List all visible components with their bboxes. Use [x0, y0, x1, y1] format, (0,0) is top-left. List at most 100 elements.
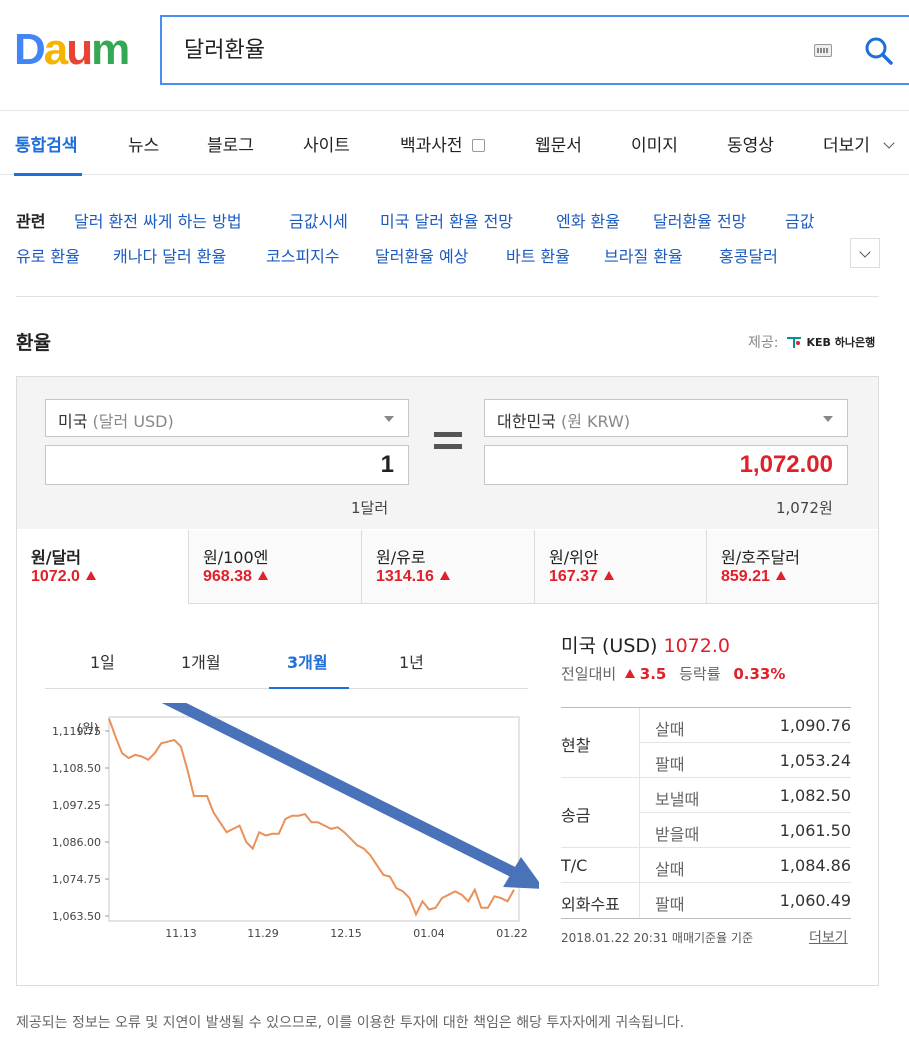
- row-type: 살때: [655, 860, 685, 879]
- active-tab-indicator: [14, 173, 82, 176]
- table-divider: [639, 708, 640, 918]
- period-tab-3m[interactable]: 3개월: [287, 653, 328, 672]
- from-amount-input[interactable]: 1: [45, 445, 409, 485]
- related-link[interactable]: 엔화 환율: [556, 212, 620, 231]
- tab-integrated[interactable]: 통합검색: [15, 136, 78, 156]
- row-type: 보낼때: [655, 790, 700, 809]
- currency-tab-jpy[interactable]: 원/100엔 968.38: [188, 530, 361, 604]
- tab-more-label: 더보기: [823, 136, 870, 156]
- from-currency-select[interactable]: 미국 (달러 USD): [45, 399, 409, 437]
- row-type: 받을때: [655, 825, 700, 844]
- row-value: 1,060.49: [779, 891, 851, 910]
- converter: 미국 (달러 USD) 대한민국 (원 KRW) 1 1,072.00 1달러 …: [17, 377, 878, 529]
- currency-tab-value: 1072.0: [31, 568, 80, 585]
- currency-tab-usd[interactable]: 원/달러 1072.0: [17, 530, 188, 604]
- tab-encyclopedia-label: 백과사전: [400, 136, 463, 156]
- ratio-value: 0.33%: [733, 665, 786, 683]
- y-tick-label: 1,086.00: [52, 836, 101, 849]
- search-input[interactable]: [184, 35, 744, 60]
- row-category: T/C: [561, 856, 588, 875]
- search-tabs: 통합검색 뉴스 블로그 사이트 백과사전 웹문서 이미지 동영상 더보기: [0, 110, 909, 176]
- table-row: T/C 살때 1,084.86: [561, 848, 851, 883]
- currency-tab-name: 원/호주달러: [721, 548, 800, 567]
- up-arrow-icon: [775, 571, 786, 580]
- currency-tab-name: 원/위안: [549, 548, 599, 567]
- ratio-label: 등락률: [679, 665, 721, 683]
- currency-tab-value: 1314.16: [376, 568, 434, 585]
- y-tick-label: 1,074.75: [52, 873, 101, 886]
- table-row: 받을때 1,061.50: [561, 813, 851, 848]
- row-divider: [639, 812, 851, 813]
- row-value: 1,082.50: [779, 786, 851, 805]
- tab-videos[interactable]: 동영상: [727, 136, 774, 156]
- tab-web-docs[interactable]: 웹문서: [535, 136, 582, 156]
- to-country: 대한민국: [497, 412, 556, 431]
- table-row: 현찰 살때 1,090.76: [561, 708, 851, 755]
- tab-site[interactable]: 사이트: [303, 136, 350, 156]
- related-link[interactable]: 브라질 환율: [604, 247, 683, 266]
- from-amount-label: 1달러: [351, 499, 389, 517]
- annotation-arrow-shaft: [161, 703, 518, 878]
- period-tab-1y[interactable]: 1년: [399, 653, 424, 672]
- related-link[interactable]: 유로 환율: [16, 247, 80, 266]
- row-category: 송금: [561, 806, 591, 825]
- search-icon[interactable]: [862, 34, 896, 68]
- tab-news[interactable]: 뉴스: [128, 136, 160, 156]
- related-expand-button[interactable]: [850, 238, 880, 268]
- currency-tab-name: 원/달러: [31, 548, 82, 567]
- keyboard-icon[interactable]: [814, 44, 832, 57]
- currency-tab-eur[interactable]: 원/유로 1314.16: [361, 530, 534, 604]
- currency-tab-aud[interactable]: 원/호주달러 859.21: [706, 530, 878, 604]
- period-tab-1d[interactable]: 1일: [90, 653, 115, 672]
- more-link[interactable]: 더보기: [809, 930, 848, 946]
- row-divider: [639, 742, 851, 743]
- related-link[interactable]: 미국 달러 환율 전망: [380, 212, 514, 231]
- provider-name: KEB 하나은행: [806, 336, 876, 349]
- currency-tab-name: 원/100엔: [203, 548, 269, 567]
- row-category: 외화수표: [561, 895, 620, 914]
- related-link[interactable]: 홍콩달러: [719, 247, 778, 266]
- country-rate: 미국 (USD) 1072.0: [561, 631, 730, 658]
- related-link[interactable]: 금값시세: [289, 212, 348, 231]
- to-amount-input[interactable]: 1,072.00: [484, 445, 848, 485]
- row-type: 팔때: [655, 895, 685, 914]
- related-link[interactable]: 달러환율 예상: [375, 247, 469, 266]
- x-tick-label: 11.29: [247, 927, 279, 940]
- tab-images[interactable]: 이미지: [631, 136, 678, 156]
- up-arrow-icon: [439, 571, 450, 580]
- table-row: 외화수표 팔때 1,060.49: [561, 883, 851, 918]
- related-link[interactable]: 금값: [785, 212, 815, 231]
- tab-more[interactable]: 더보기: [823, 131, 895, 156]
- rate-table: 현찰 살때 1,090.76 팔때 1,053.24 송금 보낼때 1,082.…: [561, 707, 851, 919]
- logo-letter-u: u: [66, 25, 93, 74]
- disclaimer: 제공되는 정보는 오류 및 지연이 발생될 수 있으므로, 이를 이용한 투자에…: [16, 1015, 685, 1031]
- related-link[interactable]: 달러 환전 싸게 하는 방법: [74, 212, 242, 231]
- related-link[interactable]: 코스피지수: [266, 247, 340, 266]
- currency-tabs: 원/달러 1072.0 원/100엔 968.38 원/유로 1314.16 원…: [17, 530, 878, 604]
- x-tick-label: 01.04: [413, 927, 445, 940]
- related-link[interactable]: 달러환율 전망: [653, 212, 747, 231]
- related-link[interactable]: 캐나다 달러 환율: [113, 247, 227, 266]
- provider-info: 제공: KEB 하나은행: [748, 332, 875, 352]
- row-type: 살때: [655, 720, 685, 739]
- current-rate: 1072.0: [663, 635, 730, 657]
- period-tab-1m[interactable]: 1개월: [181, 653, 221, 672]
- search-box: [160, 15, 909, 85]
- exchange-rate-chart: (원)1,119.75 1,108.50 1,097.25 1,086.00 1,074…: [52, 703, 539, 940]
- to-currency: (원 KRW): [560, 412, 631, 431]
- from-currency: (달러 USD): [92, 412, 174, 431]
- x-tick-label: 11.13: [165, 927, 197, 940]
- y-tick-label: 1,119.75: [52, 725, 101, 738]
- related-link[interactable]: 바트 환율: [506, 247, 570, 266]
- rate-change: 전일대비 3.5 등락률 0.33%: [561, 663, 785, 684]
- change-value: 3.5: [639, 665, 667, 683]
- currency-tab-cny[interactable]: 원/위안 167.37: [534, 530, 706, 604]
- tab-encyclopedia[interactable]: 백과사전: [400, 131, 485, 156]
- y-tick-label: 1,097.25: [52, 799, 101, 812]
- up-arrow-icon: [624, 669, 635, 678]
- to-currency-select[interactable]: 대한민국 (원 KRW): [484, 399, 848, 437]
- x-tick-label: 01.22: [496, 927, 528, 940]
- tab-blog[interactable]: 블로그: [207, 136, 254, 156]
- from-country: 미국: [58, 412, 88, 431]
